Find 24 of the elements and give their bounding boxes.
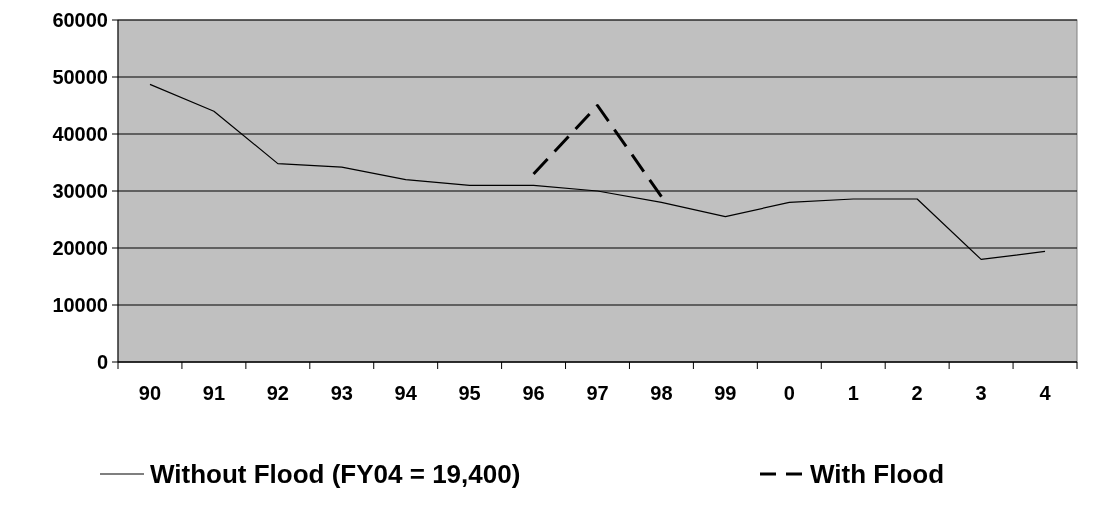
x-tick-label: 94	[394, 382, 418, 404]
y-tick-label: 0	[96, 351, 108, 373]
x-tick-label: 0	[783, 382, 795, 404]
x-tick-label: 92	[266, 382, 289, 404]
y-tick-label: 20000	[52, 237, 108, 259]
x-tick-label: 96	[522, 382, 545, 404]
y-tick-label: 50000	[52, 66, 108, 88]
y-tick-label: 30000	[52, 180, 108, 202]
x-tick-label: 1	[847, 382, 859, 404]
x-tick-label: 91	[202, 382, 226, 404]
x-tick-label: 3	[975, 382, 987, 404]
x-tick-label: 95	[458, 382, 481, 404]
legend-label: Without Flood (FY04 = 19,400)	[150, 459, 521, 490]
x-tick-label: 99	[714, 382, 737, 404]
x-tick-label: 2	[911, 382, 923, 404]
legend-label: With Flood	[810, 459, 945, 490]
y-tick-label: 10000	[52, 294, 108, 316]
x-tick-label: 90	[138, 382, 162, 404]
x-tick-label: 98	[650, 382, 673, 404]
x-tick-label: 4	[1039, 382, 1052, 404]
y-tick-label: 60000	[52, 9, 108, 31]
x-tick-label: 97	[586, 382, 609, 404]
y-tick-label: 40000	[52, 123, 108, 145]
x-tick-label: 93	[330, 382, 353, 404]
